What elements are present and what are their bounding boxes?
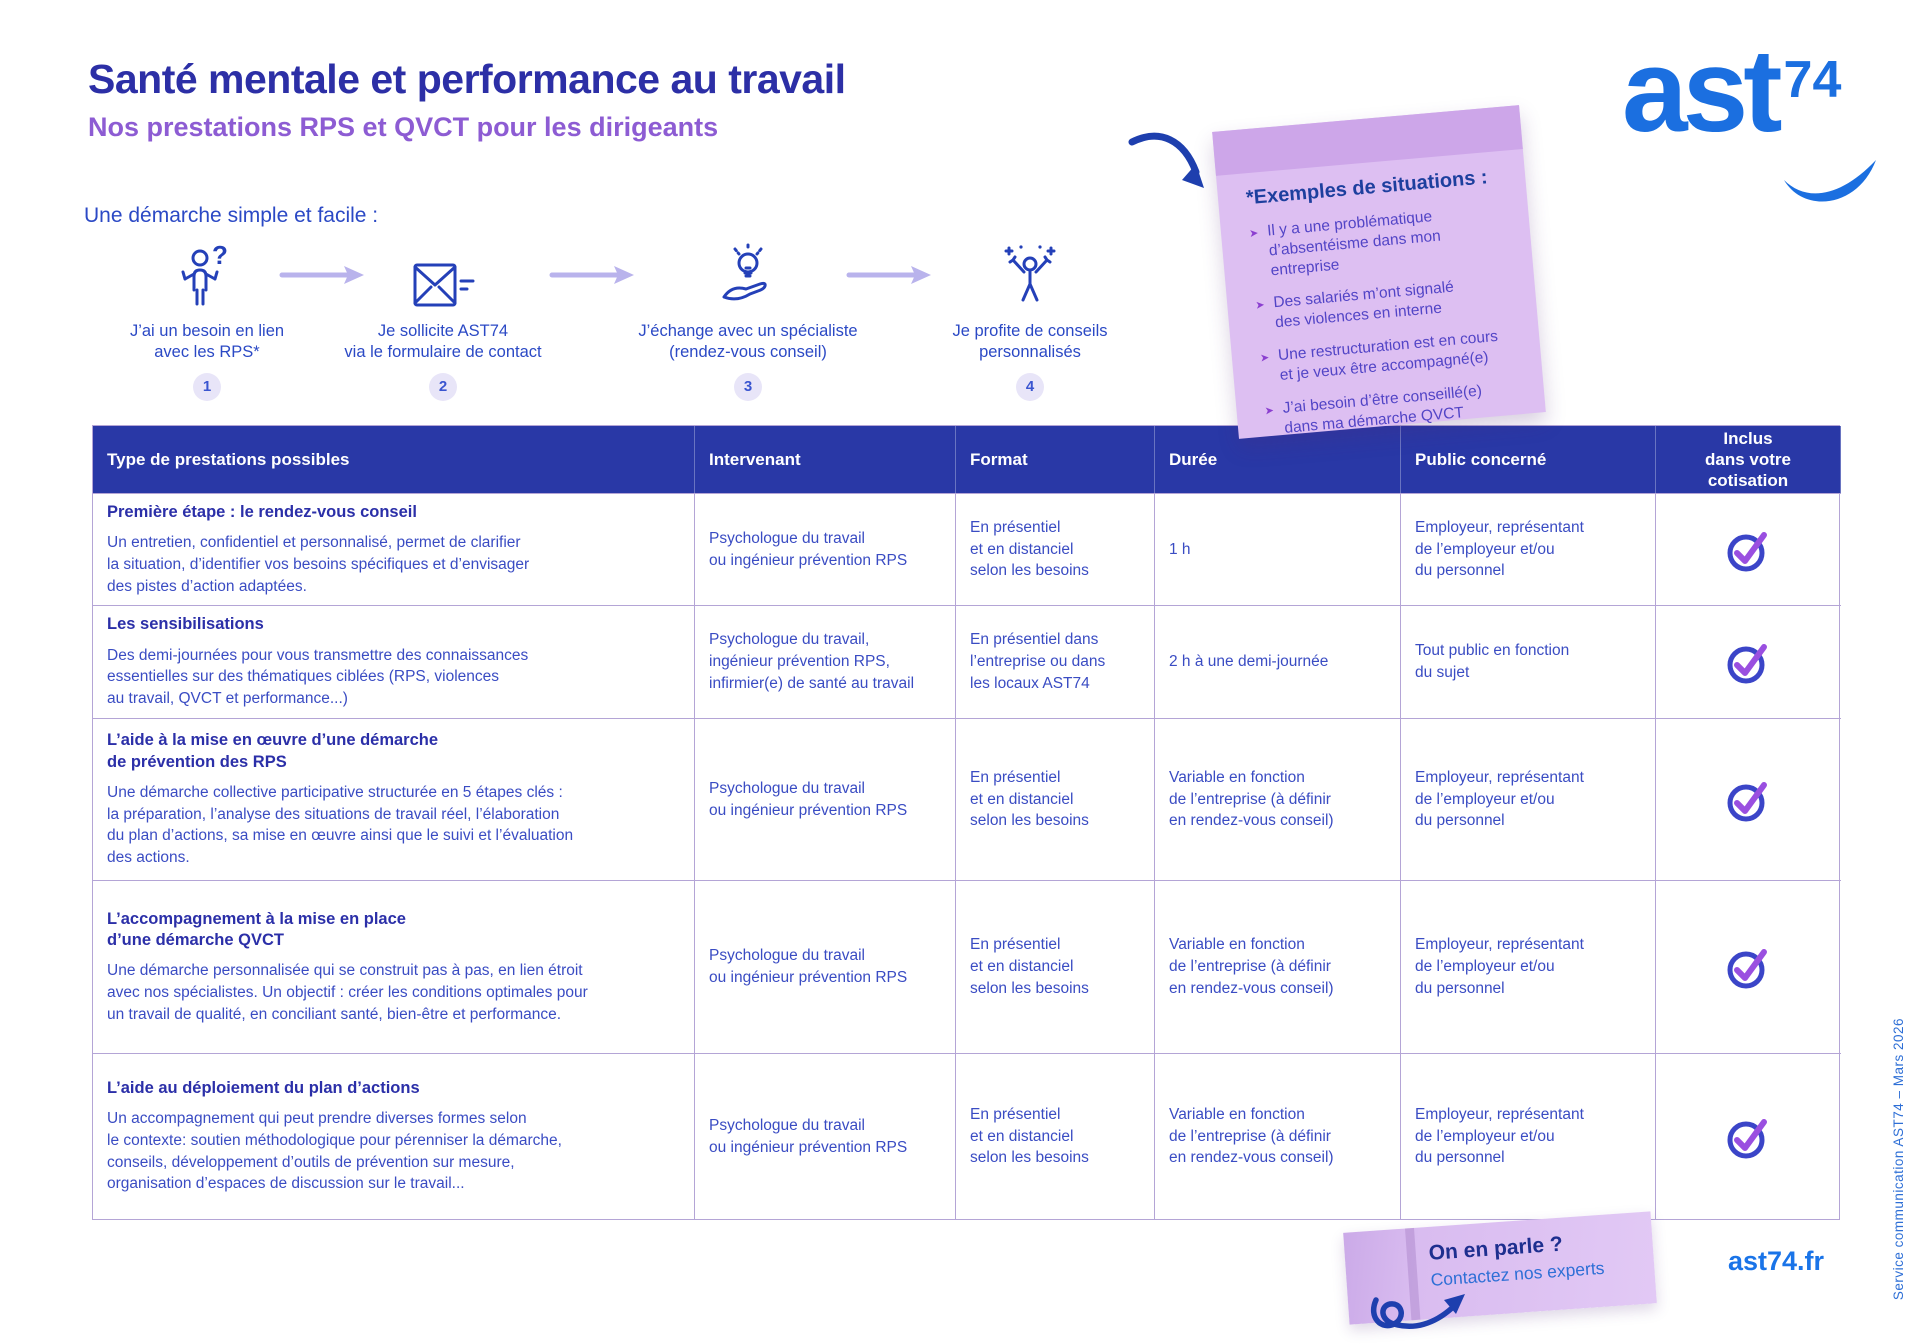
bullet-arrow-icon: ➤ xyxy=(1264,404,1275,418)
col-header-inclus: Inclus dans votre cotisation xyxy=(1656,426,1841,493)
ast74-logo: ast 74 xyxy=(1622,25,1890,214)
col-header-type: Type de prestations possibles xyxy=(93,426,695,493)
table-row-4-intervenant: Psychologue du travail ou ingénieur prév… xyxy=(695,880,956,1053)
table-row-1-inclus xyxy=(1656,493,1841,605)
col-header-format: Format xyxy=(956,426,1155,493)
table-row-4-format: En présentiel et en distanciel selon les… xyxy=(956,880,1155,1053)
page-title: Santé mentale et performance au travail xyxy=(88,56,846,102)
col-header-duree: Durée xyxy=(1155,426,1401,493)
included-check-icon xyxy=(1727,1118,1767,1158)
table-row-2-duree: 2 h à une demi-journée xyxy=(1155,605,1401,718)
prestation-desc: Une démarche personnalisée qui se constr… xyxy=(107,962,588,1023)
prestation-desc: Un accompagnement qui peut prendre diver… xyxy=(107,1110,562,1193)
table-row-1-duree: 1 h xyxy=(1155,493,1401,605)
flow-arrow-icon xyxy=(279,266,364,284)
table-row-5-intervenant: Psychologue du travail ou ingénieur prév… xyxy=(695,1053,956,1219)
person-celebrate-icon xyxy=(1004,245,1056,302)
table-row-5-inclus xyxy=(1656,1053,1841,1219)
bullet-arrow-icon: ➤ xyxy=(1248,227,1259,241)
examples-sticky-note: *Exemples de situations : ➤ Il y a une p… xyxy=(1212,105,1546,439)
note-bullet: ➤ Il y a une problématique d’absentéisme… xyxy=(1248,200,1514,282)
svg-text:?: ? xyxy=(212,244,228,270)
curly-arrow-icon xyxy=(1371,1294,1465,1329)
step-number: 1 xyxy=(193,372,221,401)
table-row-3-duree: Variable en fonction de l’entreprise (à … xyxy=(1155,718,1401,880)
table-row-5-type: L’aide au déploiement du plan d’actions … xyxy=(93,1053,695,1219)
table-row-2-format: En présentiel dans l’entreprise ou dans … xyxy=(956,605,1155,718)
prestations-table: Type de prestations possibles Intervenan… xyxy=(92,425,1841,1220)
step-label: Je profite de conseils personnalisés xyxy=(952,322,1108,362)
prestation-title: L’aide au déploiement du plan d’actions xyxy=(107,1078,420,1097)
logo-text: ast xyxy=(1622,25,1783,157)
table-row-2-intervenant: Psychologue du travail, ingénieur préven… xyxy=(695,605,956,718)
step-label: Je sollicite AST74 via le formulaire de … xyxy=(344,322,542,362)
table-row-1-type: Première étape : le rendez-vous conseil … xyxy=(93,493,695,605)
col-header-public: Public concerné xyxy=(1401,426,1656,493)
table-row-1-intervenant: Psychologue du travail ou ingénieur prév… xyxy=(695,493,956,605)
logo-swoosh-icon xyxy=(1784,160,1876,202)
table-row-3-format: En présentiel et en distanciel selon les… xyxy=(956,718,1155,880)
table-row-5-duree: Variable en fonction de l’entreprise (à … xyxy=(1155,1053,1401,1219)
prestation-desc: Des demi-journées pour vous transmettre … xyxy=(107,646,529,708)
table-row-1-public: Employeur, représentant de l’employeur e… xyxy=(1401,493,1656,605)
step-number: 2 xyxy=(429,372,457,401)
step-label: J’ai un besoin en lien avec les RPS* xyxy=(129,322,285,362)
included-check-icon xyxy=(1727,644,1767,684)
steps-intro: Une démarche simple et facile : xyxy=(84,204,379,227)
prestation-title: Première étape : le rendez-vous conseil xyxy=(107,502,417,521)
table-row-4-duree: Variable en fonction de l’entreprise (à … xyxy=(1155,880,1401,1053)
table-row-1-format: En présentiel et en distanciel selon les… xyxy=(956,493,1155,605)
included-check-icon xyxy=(1727,781,1767,821)
table-row-5-format: En présentiel et en distanciel selon les… xyxy=(956,1053,1155,1219)
step-1: ? J’ai un besoin en lien avec les RPS* 1 xyxy=(97,238,317,401)
table-row-3-inclus xyxy=(1656,718,1841,880)
bullet-arrow-icon: ➤ xyxy=(1259,352,1270,365)
bullet-arrow-icon: ➤ xyxy=(1255,299,1266,313)
website-link[interactable]: ast74.fr xyxy=(1728,1246,1825,1276)
logo-sup: 74 xyxy=(1783,51,1842,109)
person-question-icon: ? xyxy=(181,244,228,306)
table-row-3-type: L’aide à la mise en œuvre d’une démarche… xyxy=(93,718,695,880)
step-4: Je profite de conseils personnalisés 4 xyxy=(920,238,1140,401)
flow-arrow-icon xyxy=(549,266,634,284)
credit-text: Service communication AST74 – Mars 2026 xyxy=(1891,1017,1906,1300)
prestation-title: L’aide à la mise en œuvre d’une démarche… xyxy=(107,731,439,771)
note-bullet: ➤ Des salariés m’ont signalé des violenc… xyxy=(1255,273,1519,335)
table-row-3-intervenant: Psychologue du travail ou ingénieur prév… xyxy=(695,718,956,880)
prestation-desc: Une démarche collective participative st… xyxy=(107,784,574,867)
step-2: Je sollicite AST74 via le formulaire de … xyxy=(323,238,563,401)
included-check-icon xyxy=(1727,949,1767,989)
table-row-2-public: Tout public en fonction du sujet xyxy=(1401,605,1656,718)
table-row-4-type: L’accompagnement à la mise en place d’un… xyxy=(93,880,695,1053)
step-3: J’échange avec un spécialiste (rendez-vo… xyxy=(618,238,878,401)
envelope-icon xyxy=(413,263,475,307)
table-row-4-public: Employeur, représentant de l’employeur e… xyxy=(1401,880,1656,1053)
step-label: J’échange avec un spécialiste (rendez-vo… xyxy=(638,322,858,362)
col-header-intervenant: Intervenant xyxy=(695,426,956,493)
curved-arrow-icon xyxy=(1128,132,1204,188)
table-row-3-public: Employeur, représentant de l’employeur e… xyxy=(1401,718,1656,880)
table-row-5-public: Employeur, représentant de l’employeur e… xyxy=(1401,1053,1656,1219)
prestation-title: L’accompagnement à la mise en place d’un… xyxy=(107,909,406,949)
table-row-4-inclus xyxy=(1656,880,1841,1053)
step-number: 3 xyxy=(734,372,762,401)
step-number: 4 xyxy=(1016,372,1044,401)
note-bullet: ➤ Une restructuration est en cours et je… xyxy=(1259,325,1523,387)
flow-arrow-icon xyxy=(846,266,931,284)
prestation-desc: Un entretien, confidentiel et personnali… xyxy=(107,534,530,595)
table-row-2-inclus xyxy=(1656,605,1841,718)
prestation-title: Les sensibilisations xyxy=(107,615,264,634)
table-row-2-type: Les sensibilisations Des demi-journées p… xyxy=(93,605,695,718)
hand-lightbulb-icon xyxy=(722,243,767,301)
page-subtitle: Nos prestations RPS et QVCT pour les dir… xyxy=(88,112,719,142)
included-check-icon xyxy=(1727,531,1767,571)
